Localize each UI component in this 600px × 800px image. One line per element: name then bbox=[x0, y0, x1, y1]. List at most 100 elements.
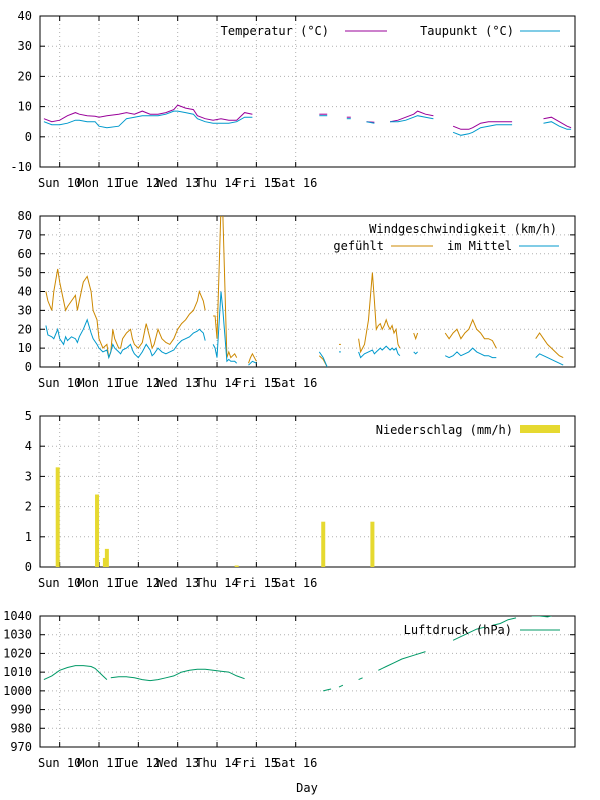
y-tick-label: 70 bbox=[18, 228, 32, 242]
series-line-0 bbox=[358, 677, 363, 681]
x-tick-label: Fri 15 bbox=[235, 576, 278, 590]
precipitation-bar bbox=[234, 565, 239, 567]
x-tick-label: Tue 12 bbox=[117, 176, 160, 190]
y-tick-label: 5 bbox=[25, 409, 32, 423]
x-tick-label: Fri 15 bbox=[235, 756, 278, 770]
series-line-1 bbox=[444, 347, 497, 359]
series-line-0 bbox=[358, 272, 401, 354]
y-tick-label: 2 bbox=[25, 500, 32, 514]
y-tick-label: 0 bbox=[25, 560, 32, 574]
data-layer bbox=[43, 104, 572, 136]
series-line-0 bbox=[43, 104, 253, 123]
series-line-0 bbox=[378, 651, 426, 671]
series-line-1 bbox=[43, 110, 253, 129]
series-line-0 bbox=[248, 352, 257, 364]
y-tick-label: 3 bbox=[25, 469, 32, 483]
precipitation-legend-label: Niederschlag (mm/h) bbox=[376, 423, 513, 437]
x-tick-label: Sun 10 bbox=[38, 756, 81, 770]
series-line-1 bbox=[318, 351, 328, 367]
temperature-legend-label: Temperatur (°C) bbox=[221, 24, 329, 38]
y-tick-label: 1040 bbox=[3, 609, 32, 623]
y-tick-label: 970 bbox=[10, 740, 32, 754]
x-tick-label: Sun 10 bbox=[38, 376, 81, 390]
series-line-0 bbox=[543, 116, 572, 129]
x-tick-label: Sat 16 bbox=[274, 576, 317, 590]
series-line-1 bbox=[543, 121, 572, 130]
y-tick-label: 0 bbox=[25, 360, 32, 374]
y-tick-label: 1020 bbox=[3, 646, 32, 660]
y-tick-label: 80 bbox=[18, 209, 32, 223]
y-tick-label: 1010 bbox=[3, 665, 32, 679]
wind-gust-legend-label: gefühlt bbox=[333, 239, 384, 253]
y-tick-label: 980 bbox=[10, 721, 32, 735]
series-line-0 bbox=[213, 216, 238, 359]
x-tick-label: Mon 11 bbox=[77, 576, 120, 590]
x-tick-label: Wed 13 bbox=[156, 756, 199, 770]
series-line-1 bbox=[452, 124, 513, 136]
data-layer bbox=[55, 467, 375, 567]
x-tick-label: Fri 15 bbox=[235, 176, 278, 190]
x-tick-label: Thu 14 bbox=[195, 176, 238, 190]
precipitation-bar bbox=[321, 521, 326, 567]
x-tick-label: Thu 14 bbox=[195, 576, 238, 590]
series-line-1 bbox=[212, 291, 238, 364]
series-line-1 bbox=[390, 115, 434, 123]
plot-border bbox=[39, 415, 576, 568]
series-line-0 bbox=[492, 617, 517, 626]
series-line-0 bbox=[43, 665, 108, 681]
precipitation-legend-swatch bbox=[520, 425, 560, 433]
wind-legend-title: Windgeschwindigkeit (km/h) bbox=[369, 222, 557, 236]
series-line-0 bbox=[338, 684, 344, 688]
y-tick-label: 30 bbox=[18, 39, 32, 53]
x-tick-label: Fri 15 bbox=[235, 376, 278, 390]
x-tick-label: Thu 14 bbox=[195, 756, 238, 770]
series-line-0 bbox=[444, 318, 497, 349]
y-tick-label: 1 bbox=[25, 530, 32, 544]
precipitation-bar bbox=[104, 548, 109, 567]
y-tick-label: 20 bbox=[18, 69, 32, 83]
x-axis-label: Day bbox=[296, 781, 318, 795]
plot-border bbox=[39, 15, 576, 168]
precipitation-bar bbox=[55, 467, 60, 567]
pressure-legend-label: Luftdruck (hPa) bbox=[404, 623, 512, 637]
data-layer bbox=[45, 216, 564, 367]
x-tick-label: Sat 16 bbox=[274, 176, 317, 190]
x-tick-label: Sun 10 bbox=[38, 576, 81, 590]
x-tick-label: Wed 13 bbox=[156, 576, 199, 590]
precipitation-bar bbox=[95, 494, 100, 567]
x-tick-label: Tue 12 bbox=[117, 576, 160, 590]
y-tick-label: 1030 bbox=[3, 628, 32, 642]
series-line-0 bbox=[390, 110, 434, 123]
x-tick-label: Tue 12 bbox=[117, 376, 160, 390]
series-line-1 bbox=[366, 121, 375, 124]
y-tick-label: -10 bbox=[10, 160, 32, 174]
x-tick-label: Sat 16 bbox=[274, 756, 317, 770]
series-line-1 bbox=[413, 351, 418, 355]
y-tick-label: 0 bbox=[25, 130, 32, 144]
x-tick-label: Wed 13 bbox=[156, 176, 199, 190]
series-line-0 bbox=[452, 121, 513, 130]
y-tick-label: 40 bbox=[18, 9, 32, 23]
plot-border bbox=[39, 615, 576, 748]
y-tick-label: 50 bbox=[18, 266, 32, 280]
series-line-0 bbox=[45, 268, 206, 358]
series-line-0 bbox=[413, 332, 419, 341]
series-line-1 bbox=[248, 360, 257, 366]
precipitation-bar bbox=[370, 521, 375, 567]
data-layer bbox=[43, 616, 552, 692]
x-tick-label: Mon 11 bbox=[77, 176, 120, 190]
x-tick-label: Mon 11 bbox=[77, 756, 120, 770]
y-tick-label: 60 bbox=[18, 247, 32, 261]
wind-mean-legend-label: im Mittel bbox=[447, 239, 512, 253]
x-tick-label: Mon 11 bbox=[77, 376, 120, 390]
x-tick-label: Sat 16 bbox=[274, 376, 317, 390]
y-tick-label: 30 bbox=[18, 303, 32, 317]
